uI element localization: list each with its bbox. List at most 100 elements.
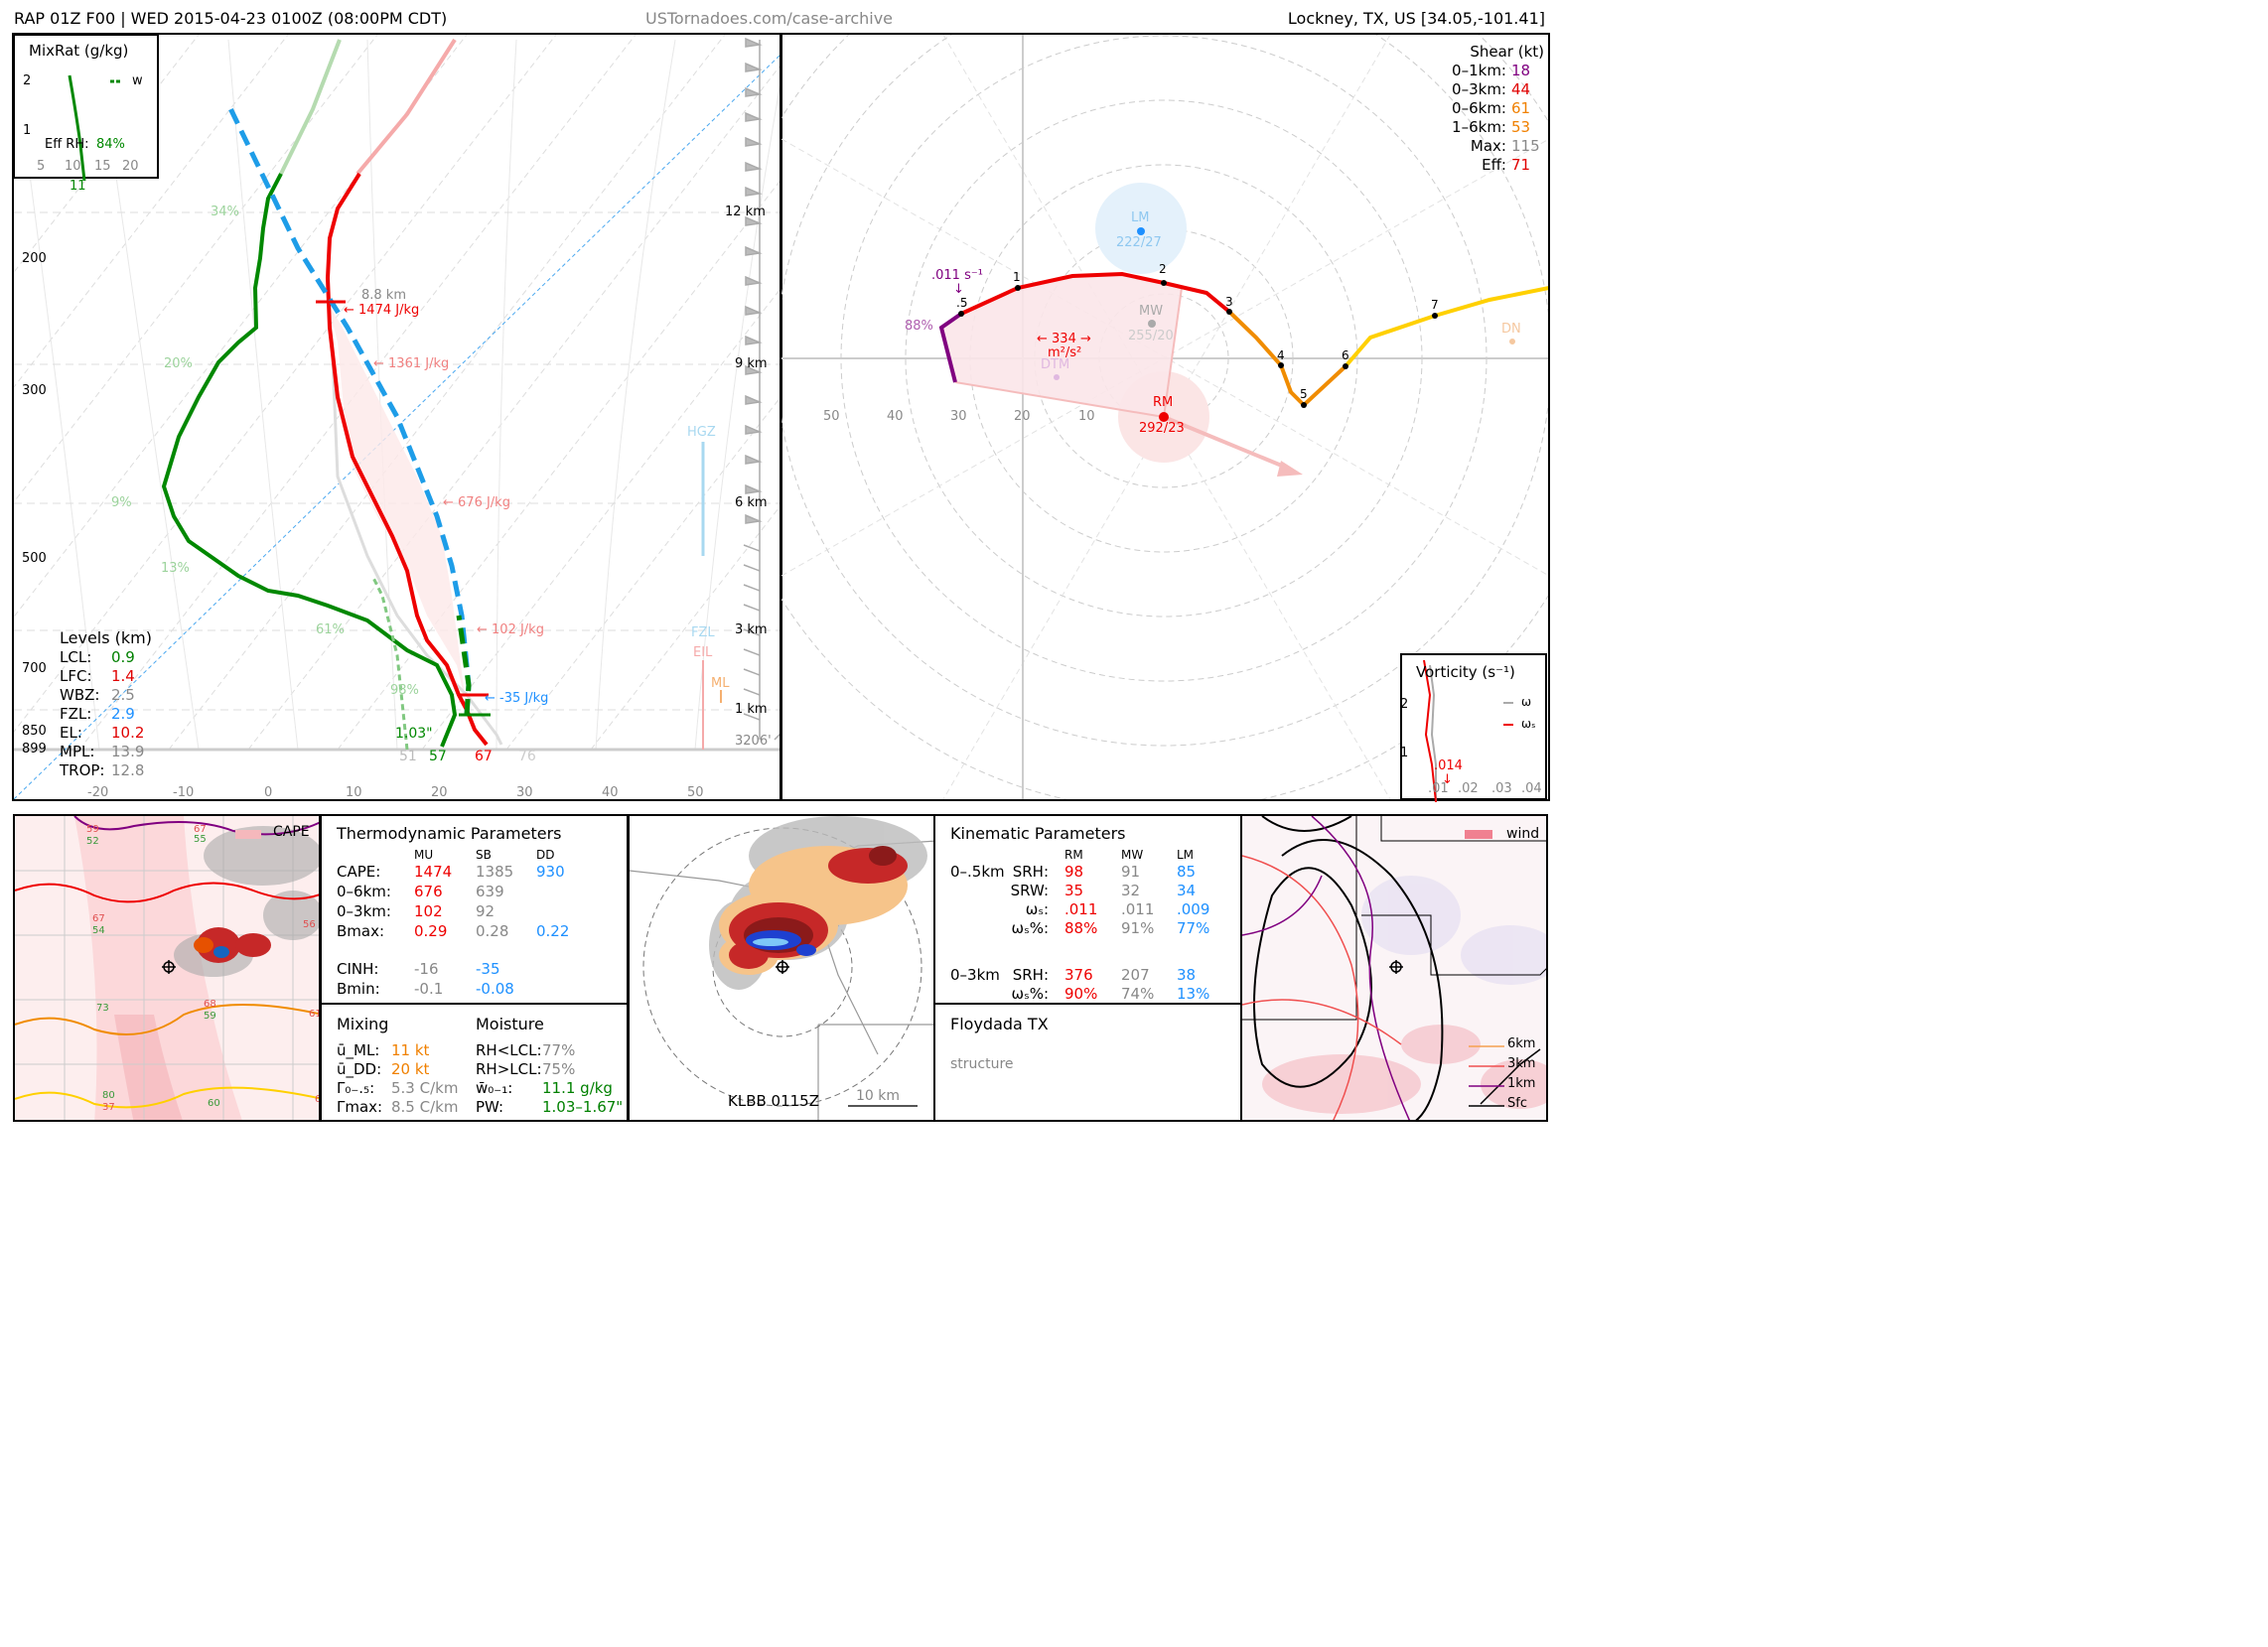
kin-lm: 34 [1177, 882, 1197, 899]
km-label: 7 [1431, 298, 1439, 312]
km-label: .5 [956, 296, 968, 310]
mixrat-inset: MixRat (g/kg) w 2 1 Eff RH: 84% 5 10 15 … [13, 34, 159, 181]
temperature-profile [325, 172, 489, 747]
thermo-mu: -0.1 [414, 980, 444, 998]
shear-value: 53 [1511, 118, 1531, 136]
wind-legend: 3km [1507, 1056, 1536, 1071]
cape-map-value: 59 [86, 824, 99, 835]
levels-title: Levels (km) [60, 628, 152, 647]
streamwise-pct: 88% [905, 319, 933, 334]
temp-tick: 0 [264, 785, 273, 800]
vort-xtick: .01 [1428, 781, 1449, 796]
moisture-value: 75% [542, 1060, 576, 1078]
kin-group-label: 0–.5km [950, 863, 1005, 881]
pressure-tick: 850 [22, 724, 47, 739]
cape-map-value: 59 [204, 1011, 216, 1022]
kin-rm: 90% [1064, 985, 1098, 1003]
el-height: 8.8 km [361, 288, 406, 303]
kin-mw: .011 [1121, 900, 1155, 918]
skewt-plot [14, 35, 780, 799]
rh-label: 9% [111, 495, 132, 510]
kin-lm: 85 [1177, 863, 1197, 881]
height-tick: 6 km [735, 495, 768, 510]
rh-label: 20% [164, 356, 193, 371]
surface-virtual-temp: 76 [518, 749, 536, 764]
hgz-label: HGZ [687, 425, 716, 440]
radar-panel: KLBB 0115Z 10 km [628, 814, 935, 1122]
vort-ytick: 1 [1400, 746, 1409, 760]
shear-label: 0–6km: [1452, 99, 1506, 117]
kin-lm: 38 [1177, 966, 1197, 984]
thermo-col: MU [414, 848, 434, 862]
cape-map-value: 55 [194, 834, 207, 845]
level-value: 0.9 [111, 648, 135, 666]
level-label: WBZ: [60, 686, 100, 704]
wind-legend: Sfc [1507, 1096, 1527, 1111]
kin-col: RM [1064, 848, 1083, 862]
vort-arrow: ↓ [1442, 772, 1453, 787]
report-type: structure [950, 1056, 1014, 1072]
kin-lm: .009 [1177, 900, 1210, 918]
thermo-sb: 92 [476, 902, 496, 920]
thermo-row-label: CAPE: [337, 863, 381, 881]
temp-tick: 20 [431, 785, 448, 800]
pressure-tick: 200 [22, 251, 47, 266]
kin-col: LM [1177, 848, 1195, 862]
mixrat-ytick: 1 [23, 123, 32, 138]
temp-tick: 50 [687, 785, 704, 800]
thermo-dd: 0.22 [536, 922, 570, 940]
surface-wetbulb: 51 [399, 749, 417, 764]
surface-temp: 67 [475, 749, 493, 764]
shear-label: Max: [1470, 137, 1506, 155]
hodograph-plot [781, 35, 1549, 799]
moisture-label: w̄₀₋₁: [476, 1079, 513, 1097]
thermo-col: DD [536, 848, 555, 862]
shear-value: 71 [1511, 156, 1531, 174]
mixrat-legend: w [132, 73, 143, 88]
moisture-title: Moisture [476, 1015, 544, 1033]
mixing-label: Γ₀₋.₅: [337, 1079, 375, 1097]
cape-map-label: CAPE [273, 824, 310, 840]
thermo-row-label: CINH: [337, 960, 379, 978]
wind-legend: 1km [1507, 1076, 1536, 1091]
thermo-col: SB [476, 848, 492, 862]
mixing-value: 11 kt [391, 1041, 430, 1059]
kin-mw: 207 [1121, 966, 1150, 984]
kin-col: MW [1121, 848, 1144, 862]
level-label: TROP: [60, 761, 105, 779]
temp-tick: 40 [602, 785, 619, 800]
moisture-label: RH<LCL: [476, 1041, 542, 1059]
fzl-label: FZL [691, 625, 715, 640]
thermo-row-label: 0–3km: [337, 902, 391, 920]
level-label: FZL: [60, 705, 92, 723]
thermo-mu: -16 [414, 960, 439, 978]
level-label: MPL: [60, 743, 95, 760]
surface-dewpoint: 57 [429, 749, 447, 764]
mixrat-xtick: 5 [37, 159, 46, 174]
vort-arrow: ↓ [953, 282, 964, 297]
shear-value: 44 [1511, 80, 1531, 98]
height-tick: 12 km [725, 205, 766, 219]
temp-tick: 10 [346, 785, 362, 800]
mixing-moisture-panel: Mixing Moisture ū_ML: 11 kt ū_DD: 20 kt Γ₀₋.… [320, 1003, 629, 1122]
mixrat-xtick: 15 [94, 159, 111, 174]
thermo-mu: 0.29 [414, 922, 448, 940]
thermo-dd: 930 [536, 863, 565, 881]
shear-label: 0–1km: [1452, 62, 1506, 79]
thermo-row-label: Bmin: [337, 980, 380, 998]
mixrat-ytick: 2 [23, 73, 32, 88]
shear-label: 0–3km: [1452, 80, 1506, 98]
shear-label: Eff: [1482, 156, 1506, 174]
mixing-value: 20 kt [391, 1060, 430, 1078]
vort-xtick: .03 [1491, 781, 1512, 796]
wind-barbs [743, 37, 780, 741]
mw-label: MW [1139, 304, 1164, 319]
temp-tick: -10 [173, 785, 195, 800]
site-url[interactable]: USTornadoes.com/case-archive [645, 9, 894, 28]
dn-label: DN [1501, 322, 1521, 337]
lm-label: LM [1131, 210, 1150, 225]
kinematic-panel: Kinematic Parameters RM MW LM 0–.5km 0–3… [933, 814, 1242, 1005]
rm-label: RM [1153, 395, 1174, 410]
km-label: 6 [1342, 348, 1349, 362]
kin-rm: 376 [1064, 966, 1093, 984]
